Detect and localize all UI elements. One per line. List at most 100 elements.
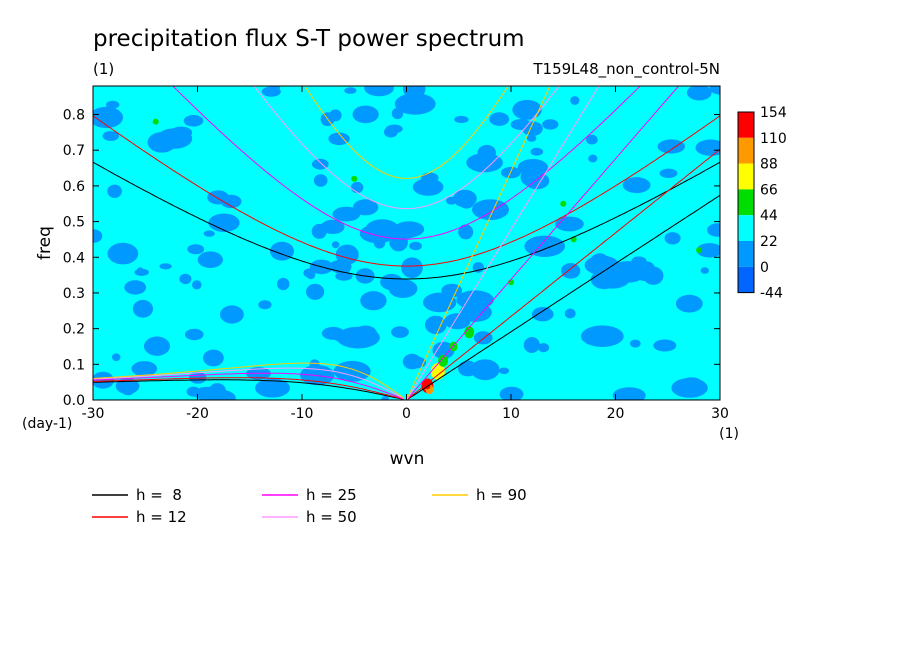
- contour-patch: [309, 359, 320, 370]
- contour-patch: [106, 100, 120, 109]
- contour-patch: [333, 360, 371, 382]
- x-tick-label: 30: [711, 406, 729, 422]
- contour-patch: [588, 154, 598, 163]
- contour-patch: [107, 184, 122, 198]
- contour-patch: [709, 86, 720, 95]
- contour-patch: [331, 241, 340, 249]
- spectrum-contours: [93, 86, 720, 400]
- contour-patch: [686, 86, 712, 101]
- units-label: (1): [93, 60, 114, 78]
- contour-patch: [498, 367, 510, 375]
- contour-patch: [643, 266, 664, 285]
- colorbar: 154 110 88 66 44 22 0 -44: [737, 105, 787, 302]
- colorbar-label: 110: [760, 131, 787, 147]
- contour-patch: [520, 168, 543, 187]
- colorbar-label: 0: [760, 260, 769, 276]
- contour-patch: [401, 257, 423, 279]
- dispersion-curve-h8: [93, 379, 404, 400]
- contour-patch: [489, 112, 510, 126]
- x-units-label: (1): [719, 426, 739, 442]
- contour-patch: [394, 93, 436, 115]
- contour-patch: [388, 279, 418, 298]
- dispersion-curve-h12: [93, 377, 405, 400]
- contour-patch: [526, 134, 537, 142]
- contour-patch: [612, 387, 646, 400]
- contour-patch: [335, 271, 353, 281]
- x-axis-label: wvn: [390, 449, 425, 469]
- contour-patch: [159, 263, 172, 270]
- contour-peak: [464, 326, 475, 339]
- contour-patch: [303, 268, 316, 278]
- x-tick-label: 10: [502, 406, 520, 422]
- colorbar-swatch: [738, 137, 754, 164]
- legend-label: h = 12: [136, 508, 187, 526]
- contour-patch: [203, 230, 215, 237]
- dispersion-curve-h8: [406, 194, 720, 400]
- x-tick-label: -10: [291, 406, 314, 422]
- contour-patch: [277, 277, 290, 291]
- contour-patch: [144, 336, 170, 356]
- contour-patch: [458, 195, 475, 209]
- legend-label: h = 25: [306, 486, 357, 504]
- contour-patch: [707, 223, 720, 237]
- contour-patch: [671, 378, 708, 398]
- dispersion-curve-h8: [93, 161, 720, 280]
- contour-patch: [653, 339, 677, 352]
- dispersion-curve-h12: [93, 115, 720, 267]
- dispersion-curve-h90: [304, 86, 509, 179]
- plot-area: [92, 85, 721, 401]
- colorbar-swatch: [738, 112, 754, 138]
- y-tick-label: 0.3: [63, 286, 85, 302]
- x-tick-label: -20: [186, 406, 209, 422]
- y-tick-label: 0.7: [63, 143, 85, 159]
- dispersion-curve-h25: [172, 86, 641, 240]
- contour-patch: [93, 229, 103, 243]
- contour-patch: [170, 126, 193, 139]
- y-axis-label: freq: [35, 226, 55, 260]
- contour-patch: [695, 139, 720, 156]
- contour-patch: [364, 86, 394, 97]
- y-tick-label: 0.1: [63, 357, 85, 373]
- contour-patch: [350, 181, 364, 194]
- colorbar-label: 22: [760, 234, 778, 250]
- y-units-label: (day-1): [22, 416, 72, 432]
- contour-patch: [352, 199, 379, 216]
- contour-patch: [255, 378, 290, 398]
- contour-patch: [477, 144, 496, 161]
- contour-patch: [595, 271, 630, 289]
- contour-patch: [629, 339, 641, 348]
- dispersion-curve-h12: [406, 148, 720, 400]
- x-tick-label: 20: [607, 406, 625, 422]
- contour-patch: [93, 106, 123, 129]
- contour-patch: [220, 305, 244, 324]
- contour-patch: [124, 280, 147, 295]
- contour-patch: [192, 280, 202, 290]
- contour-patch: [409, 241, 422, 251]
- dispersion-curves: [93, 86, 720, 400]
- contour-patch-44: [696, 247, 703, 254]
- contour-patch: [183, 115, 204, 127]
- contour-patch: [203, 349, 224, 367]
- y-tick-label: 0.4: [63, 250, 85, 266]
- contour-patch: [458, 224, 474, 240]
- contour-patch: [359, 224, 396, 244]
- contour-patch: [179, 273, 192, 285]
- colorbar-label: 154: [760, 105, 787, 121]
- contour-patch: [120, 379, 136, 396]
- contour-peak: [438, 354, 449, 367]
- contour-patch-44: [560, 200, 567, 207]
- contour-patch: [524, 235, 565, 257]
- contour-patch: [622, 177, 651, 194]
- contour-patch: [329, 109, 342, 122]
- contour-patch: [537, 343, 550, 353]
- contour-patch: [193, 386, 221, 400]
- contour-patch: [696, 243, 720, 258]
- legend-label: h = 50: [306, 508, 357, 526]
- contour-patch: [659, 168, 678, 178]
- contour-patch: [474, 161, 488, 173]
- contour-patch: [570, 96, 580, 105]
- colorbar-swatch: [738, 189, 754, 216]
- contour-patch: [700, 267, 709, 274]
- contour-patch: [261, 86, 281, 97]
